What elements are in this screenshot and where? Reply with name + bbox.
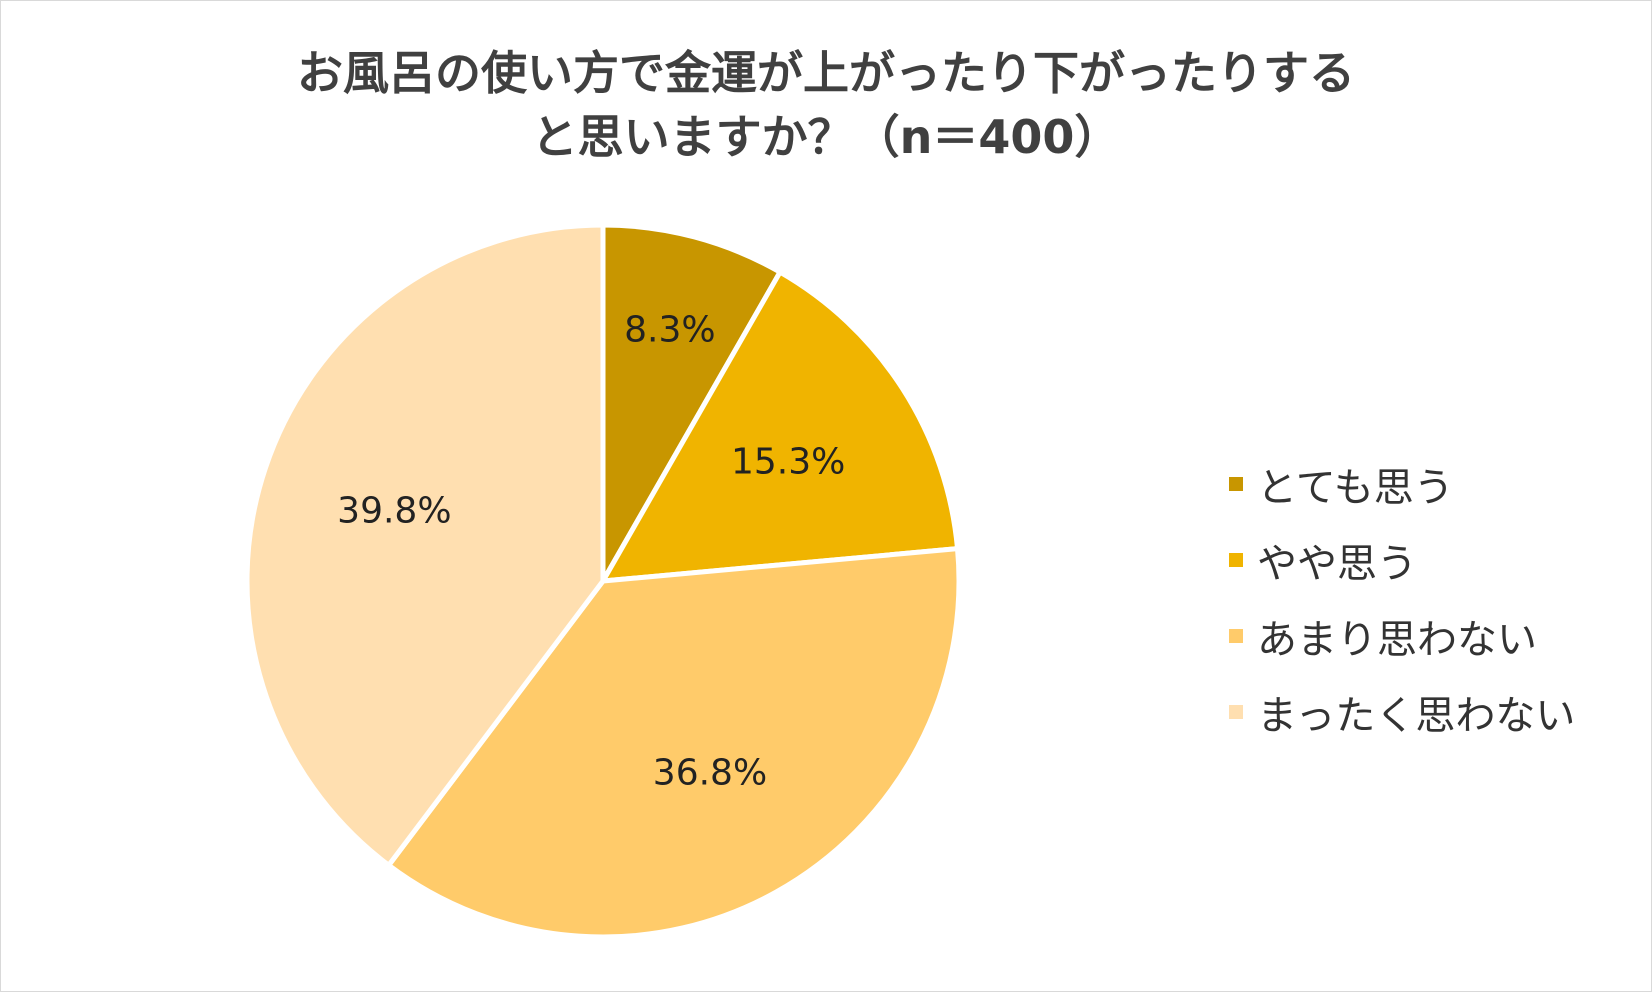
pie-slices — [244, 222, 962, 940]
legend-label-yaya: やや思う — [1257, 541, 1417, 587]
pie-data-labels: 8.3% 15.3% 36.8% 39.8% — [337, 309, 845, 793]
legend-item-amari: あまり思わない — [1229, 598, 1575, 674]
legend-item-mattaku: まったく思わない — [1229, 674, 1575, 750]
legend-item-totemo: とても思う — [1229, 446, 1575, 522]
legend-label-mattaku: まったく思わない — [1257, 693, 1576, 739]
chart-title-line-1: お風呂の使い方で金運が上がったり下がったりする — [297, 46, 1355, 100]
pie-slice-mattaku — [244, 222, 606, 868]
legend-swatch-yaya — [1229, 553, 1243, 567]
chart-title: お風呂の使い方で金運が上がったり下がったりする と思いますか？（n＝400） — [1, 41, 1651, 169]
legend-swatch-totemo — [1229, 477, 1243, 491]
data-label-totemo: 8.3% — [624, 309, 715, 350]
legend-item-yaya: やや思う — [1229, 522, 1575, 598]
data-label-amari: 36.8% — [653, 753, 767, 794]
pie-slice-totemo — [600, 222, 783, 584]
legend: とても思う やや思う あまり思わない まったく思わない — [1229, 446, 1575, 750]
legend-swatch-mattaku — [1229, 705, 1243, 719]
pie-slice-yaya — [600, 269, 961, 584]
pie-slice-amari — [386, 546, 962, 940]
data-label-yaya: 15.3% — [731, 442, 845, 483]
legend-swatch-amari — [1229, 629, 1243, 643]
chart-title-line-2: と思いますか？（n＝400） — [531, 110, 1121, 164]
legend-label-totemo: とても思う — [1257, 465, 1454, 511]
legend-label-amari: あまり思わない — [1257, 617, 1537, 663]
data-label-mattaku: 39.8% — [337, 491, 451, 532]
